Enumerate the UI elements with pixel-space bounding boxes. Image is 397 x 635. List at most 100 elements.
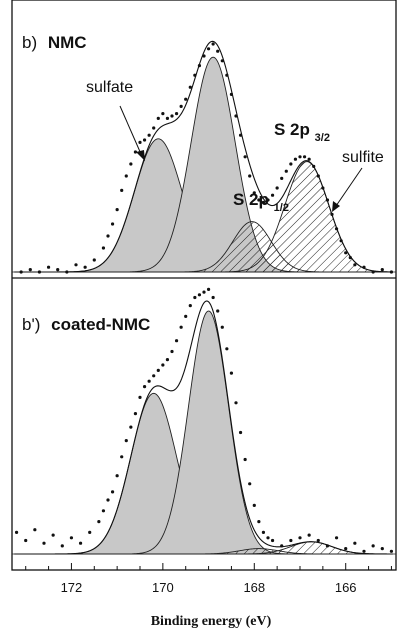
panel2-data-point <box>170 349 174 354</box>
panel2-data-point <box>197 293 202 297</box>
panel1-data-point <box>261 200 266 204</box>
panel2-component-peak-2 <box>131 310 286 555</box>
panel1-data-point <box>321 186 325 190</box>
panel1-data-point <box>56 268 60 272</box>
panel1-data-point <box>101 246 106 250</box>
panel1-data-point <box>92 258 96 262</box>
panel1-data-point <box>37 270 42 274</box>
panel2-data-point <box>88 530 92 535</box>
panel2-data-point <box>115 474 119 478</box>
panel1-data-point <box>348 256 352 260</box>
panel-label-b-prime: b') coated-NMC <box>22 315 150 334</box>
s2p32-sub: 3/2 <box>315 132 330 144</box>
panel-label-name: coated-NMC <box>51 315 150 334</box>
annotation-s2p32: S 2p 3/2 <box>274 120 330 144</box>
panel2-data-point <box>42 541 46 545</box>
panel1-data-point <box>129 162 133 166</box>
panel2-data-point <box>120 455 124 459</box>
panel2-data-point <box>138 395 142 399</box>
panel2-data-point <box>60 544 64 548</box>
panel1-data-point <box>46 265 51 269</box>
panel1-data-point <box>188 85 192 89</box>
panel1-data-point <box>275 186 279 190</box>
panel1-data-point <box>234 114 238 118</box>
panel1-data-point <box>216 49 220 53</box>
panel2-data-point <box>179 325 183 329</box>
x-axis-label: Binding energy (eV) <box>151 614 272 629</box>
panel2-data-point <box>147 379 151 383</box>
panel1-data-point <box>165 116 170 120</box>
panel2-data-point <box>142 385 147 389</box>
panel1-data-point <box>284 169 288 173</box>
panel2-data-point <box>216 309 220 313</box>
panel1-data-point <box>133 150 138 154</box>
panel1-data-point <box>115 208 119 212</box>
annotation-s2p12: S 2p 1/2 <box>233 190 289 214</box>
panel1-data-point <box>106 234 110 238</box>
panel1-data-point <box>266 198 270 202</box>
panel2-data-point <box>261 530 266 535</box>
panel-label-b: b) NMC <box>22 33 87 52</box>
panel2-data-point <box>229 371 234 375</box>
panel1-data-point <box>270 193 275 197</box>
arrow-sulfite-head <box>332 201 340 212</box>
panel2-data-point <box>152 374 156 378</box>
panel1-data-point <box>74 263 78 267</box>
panel1-data-point <box>243 155 247 159</box>
panel2-data-point <box>252 503 256 507</box>
x-tick-label: 172 <box>61 580 83 595</box>
panel1-data-point <box>120 188 124 192</box>
annotation-sulfate: sulfate <box>86 79 133 96</box>
panel2-data-point <box>280 544 284 548</box>
panel2-data-point <box>248 482 252 486</box>
panel1-data-point <box>307 157 311 161</box>
panel1-data-point <box>202 54 206 58</box>
panel1-data-point <box>289 162 293 166</box>
panel-label-letter: b') <box>22 315 40 334</box>
panel1-data-point <box>339 239 343 243</box>
panel1-data-point <box>380 268 384 272</box>
panel1-data-point <box>280 176 284 180</box>
panel1-data-point <box>316 174 320 178</box>
panel2-data-point <box>51 533 55 537</box>
arrow-sulfate-head <box>136 150 145 161</box>
panel2-data-point <box>106 498 110 502</box>
panel1-data-point <box>28 268 32 272</box>
panel2-data-point <box>307 533 311 537</box>
panel2-data-point <box>129 425 133 429</box>
panel1-data-point <box>371 270 375 274</box>
panel1-data-point <box>302 155 307 159</box>
panel1-data-point <box>353 263 357 267</box>
panel2-data-point <box>110 490 115 494</box>
panel2-data-point <box>298 536 302 540</box>
s2p12-main: S 2p <box>233 190 269 209</box>
plot-frame <box>11 0 397 571</box>
panel1-data-point <box>248 174 252 178</box>
panel2-data-point <box>353 541 357 545</box>
x-tick-label: 166 <box>335 580 357 595</box>
panel1-data-point <box>330 212 334 216</box>
panel1-data-point <box>184 97 188 101</box>
panel2-data-point <box>371 544 375 548</box>
panel2-data-point <box>165 358 170 362</box>
panel1-data-point <box>293 157 298 161</box>
panel1-fit-envelope <box>14 40 393 273</box>
panel1-data-point <box>174 112 179 116</box>
panel2-data-point <box>14 530 19 535</box>
x-axis: 172 170 168 166 <box>25 563 392 595</box>
panel2-data-point <box>69 536 74 540</box>
panel-nmc <box>12 40 396 274</box>
panel2-data-point <box>101 509 106 513</box>
panel1-data-point <box>193 73 197 77</box>
panel2-data-point <box>389 549 394 553</box>
panel2-data-point <box>266 536 270 540</box>
arrow-sulfite <box>335 167 363 207</box>
x-tick-label: 168 <box>243 580 265 595</box>
panel2-data-point <box>161 363 165 367</box>
panel2-data-point <box>78 541 83 545</box>
panel1-data-point <box>161 112 165 116</box>
panel2-data-point <box>24 538 28 543</box>
panel2-data-point <box>380 547 384 551</box>
panel2-data-point <box>133 412 138 416</box>
